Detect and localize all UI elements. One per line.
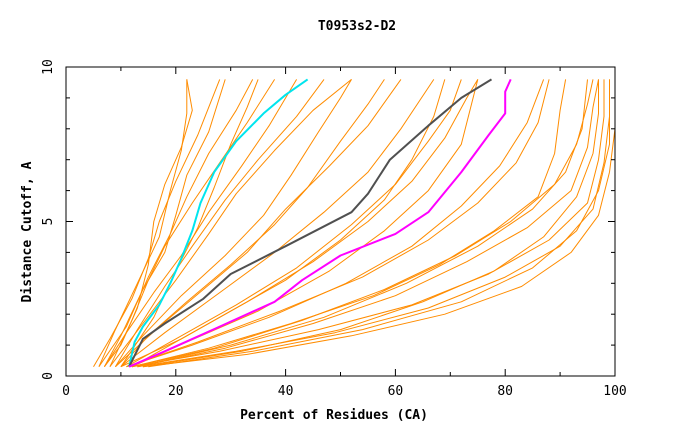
series-line-model-19 [142,79,616,368]
series-line-model-14 [126,79,545,368]
series-group [93,78,616,368]
series-line-magenta [128,78,512,368]
series-line-model-01 [93,79,221,367]
x-tick-label: 0 [62,384,70,399]
series-line-model-28 [131,79,446,368]
x-axis-label: Percent of Residues (CA) [240,408,428,423]
series-line-model-15 [131,79,567,368]
x-tick-label: 40 [278,384,294,399]
x-tick-label: 60 [388,384,404,399]
series-line-model-08 [109,79,352,368]
chart-title: T0953s2-D2 [318,19,396,34]
series-line-model-02 [98,79,188,367]
series-line-model-11 [120,79,435,368]
series-line-model-27 [115,79,352,368]
tick-labels: 0 20 40 60 80 100 0 5 10 [41,59,627,399]
series-line-model-17 [131,79,605,368]
series-line-model-25 [104,79,193,368]
x-tick-label: 100 [603,384,626,399]
series-line-model-16 [137,79,599,368]
series-line-model-07 [114,79,325,367]
series-line-model-26 [120,79,259,367]
y-tick-label: 10 [41,59,56,75]
series-line-model-20 [131,79,594,368]
y-tick-label: 0 [41,372,56,380]
axis-ticks [65,66,616,377]
series-line-model-21 [137,79,588,368]
series-line-model-10 [115,79,402,368]
series-line-model-22 [142,79,599,368]
series-line-model-12 [126,79,462,368]
series-line-model-29 [148,79,610,368]
series-line-model-23 [126,79,550,368]
series-line-model-04 [98,79,254,367]
series-line-gray [128,78,493,368]
x-tick-label: 20 [168,384,184,399]
y-tick-label: 5 [41,218,56,226]
x-tick-label: 80 [497,384,513,399]
y-axis-label: Distance Cutoff, A [20,161,35,302]
series-line-cyan [128,78,309,367]
